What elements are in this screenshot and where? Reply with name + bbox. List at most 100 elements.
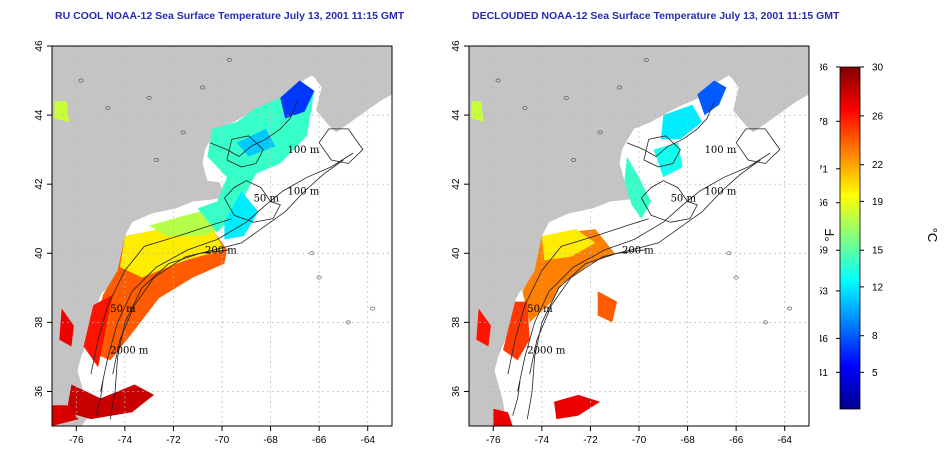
island-marker bbox=[200, 85, 206, 90]
sst-patch bbox=[653, 142, 683, 178]
lon-tick-label: -76 bbox=[69, 435, 84, 446]
celsius-tick-label: 5 bbox=[872, 368, 878, 379]
contour-label: 100 m bbox=[705, 187, 737, 198]
island-marker bbox=[345, 320, 351, 325]
island-marker bbox=[309, 251, 315, 256]
celsius-tick-label: 8 bbox=[872, 331, 878, 342]
bathymetry-contour bbox=[318, 128, 364, 164]
contour-label: 50 m bbox=[110, 304, 136, 315]
contour-label: 100 m bbox=[288, 145, 320, 156]
lon-tick-label: -68 bbox=[263, 435, 278, 446]
bathymetry-contour bbox=[512, 381, 521, 416]
sst-patch bbox=[54, 101, 69, 122]
temperature-colorbar: 86 78 71 66 59 53 46 41 30 26 22 19 15 12 8 5 °F °C bbox=[820, 63, 940, 410]
fahrenheit-tick-label: 86 bbox=[820, 63, 828, 74]
bathymetry-contour bbox=[226, 135, 264, 168]
island-marker bbox=[733, 275, 739, 280]
right-map-title: DECLOUDED NOAA-12 Sea Surface Temperatur… bbox=[472, 10, 840, 22]
bathymetry-contour bbox=[95, 381, 104, 416]
nova-scotia-land bbox=[731, 46, 809, 133]
fahrenheit-tick-label: 66 bbox=[820, 198, 828, 209]
sst-patch bbox=[224, 191, 259, 240]
land-mass bbox=[52, 46, 392, 426]
lon-tick-label: -72 bbox=[583, 435, 598, 446]
island-marker bbox=[226, 57, 232, 62]
island-marker bbox=[726, 251, 732, 256]
island-marker bbox=[180, 130, 186, 135]
lat-tick-label: 36 bbox=[451, 385, 462, 397]
bathymetry-contour bbox=[109, 249, 230, 420]
island-marker bbox=[78, 78, 84, 83]
sst-patch bbox=[52, 405, 79, 426]
lat-tick-label: 42 bbox=[34, 178, 45, 190]
sst-patch bbox=[697, 80, 727, 116]
sst-patch bbox=[503, 301, 530, 361]
contour-label: 50 m bbox=[254, 193, 280, 204]
fahrenheit-tick-label: 71 bbox=[820, 164, 828, 175]
lat-tick-label: 44 bbox=[451, 109, 462, 121]
left-map-title: RU COOL NOAA-12 Sea Surface Temperature … bbox=[55, 10, 405, 22]
sst-patch bbox=[120, 222, 225, 278]
island-marker bbox=[617, 85, 623, 90]
island-marker bbox=[643, 57, 649, 62]
lon-tick-label: -74 bbox=[535, 435, 550, 446]
left-sst-map: 100 m 100 m 50 m 200 m 50 m 2000 m -76 -74 -72 -7… bbox=[34, 40, 393, 446]
contour-label: 100 m bbox=[288, 187, 320, 198]
contour-label: 200 m bbox=[205, 245, 237, 256]
fahrenheit-tick-label: 53 bbox=[820, 286, 828, 297]
bathymetry-contour bbox=[224, 180, 281, 223]
island-marker bbox=[153, 158, 159, 162]
sst-patch bbox=[59, 308, 74, 347]
lat-tick-label: 40 bbox=[34, 247, 45, 259]
lon-tick-label: -74 bbox=[118, 435, 133, 446]
island-marker bbox=[787, 306, 793, 311]
celsius-tick-label: 12 bbox=[872, 282, 884, 293]
lat-tick-label: 44 bbox=[34, 109, 45, 121]
bathymetry-contour bbox=[100, 152, 354, 392]
lat-tick-label: 40 bbox=[451, 247, 462, 259]
lat-tick-label: 36 bbox=[34, 385, 45, 397]
lon-tick-label: -70 bbox=[632, 435, 647, 446]
contour-label: 2000 m bbox=[527, 345, 566, 356]
lon-tick-label: -64 bbox=[777, 435, 792, 446]
sst-patch bbox=[66, 384, 154, 420]
fahrenheit-tick-label: 78 bbox=[820, 117, 828, 128]
lon-tick-label: -66 bbox=[312, 435, 327, 446]
island-marker bbox=[146, 95, 152, 100]
island-marker bbox=[563, 95, 569, 100]
island-marker bbox=[495, 78, 501, 83]
island-marker bbox=[316, 275, 322, 280]
contour-label: 50 m bbox=[671, 193, 697, 204]
sst-patch bbox=[476, 308, 491, 347]
celsius-tick-label: 30 bbox=[872, 63, 884, 74]
contour-label: 50 m bbox=[527, 304, 553, 315]
sst-patch bbox=[541, 229, 596, 261]
island-marker bbox=[597, 130, 603, 135]
island-marker bbox=[522, 106, 528, 111]
colorbar-gradient bbox=[839, 66, 861, 410]
island-marker bbox=[762, 320, 768, 325]
right-sst-map: 100 m 100 m 50 m 200 m 50 m 2000 m -76 -74 -72 -7… bbox=[451, 40, 810, 446]
bathymetry-contour bbox=[641, 180, 698, 223]
island-marker bbox=[370, 306, 376, 311]
sst-patch bbox=[660, 104, 703, 140]
contour-label: 100 m bbox=[705, 145, 737, 156]
lat-tick-label: 38 bbox=[451, 316, 462, 328]
fahrenheit-tick-label: 59 bbox=[820, 246, 828, 257]
bathymetry-contour bbox=[112, 159, 344, 375]
lon-tick-label: -66 bbox=[729, 435, 744, 446]
cape-cod-land bbox=[202, 180, 224, 200]
fahrenheit-tick-label: 46 bbox=[820, 334, 828, 345]
bathymetry-contour bbox=[529, 159, 761, 375]
celsius-tick-label: 15 bbox=[872, 246, 884, 257]
bathymetry-contour bbox=[517, 152, 771, 392]
lon-tick-label: -68 bbox=[680, 435, 695, 446]
sst-patch bbox=[280, 80, 315, 119]
bathymetry-contour bbox=[526, 249, 647, 420]
island-marker bbox=[570, 158, 576, 162]
contour-label: 200 m bbox=[622, 245, 654, 256]
lat-tick-label: 46 bbox=[451, 40, 462, 52]
lat-tick-label: 46 bbox=[34, 40, 45, 52]
lon-tick-label: -64 bbox=[360, 435, 375, 446]
lat-tick-label: 42 bbox=[451, 178, 462, 190]
